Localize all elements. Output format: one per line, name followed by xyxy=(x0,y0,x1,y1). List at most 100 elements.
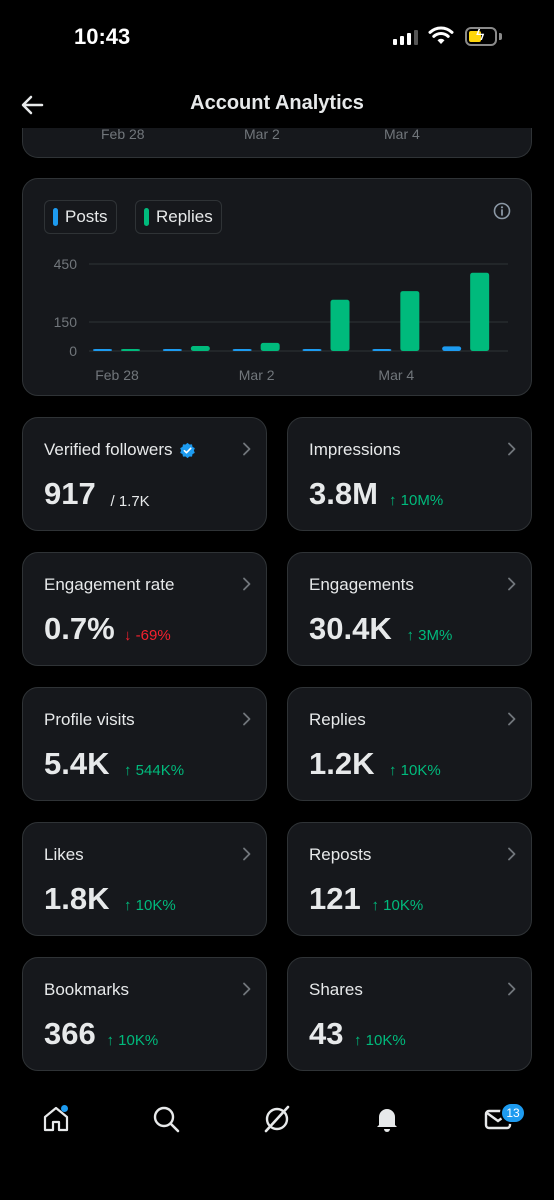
stat-label-text: Profile visits xyxy=(44,710,135,729)
chevron-right-icon xyxy=(508,847,516,861)
stat-card-engagements[interactable]: Engagements 30.4K ↑ 3M% xyxy=(287,552,532,666)
activity-bar-chart: 0 150 450 Feb 28 Mar 2 Mar 4 xyxy=(54,256,508,383)
chevron-right-icon xyxy=(508,982,516,996)
battery-icon: ϟ xyxy=(465,27,497,46)
bar-posts-mar-2[interactable] xyxy=(232,349,252,351)
stat-card-verified-followers[interactable]: Verified followers 917 / 1.7K xyxy=(22,417,267,531)
notifications-icon[interactable] xyxy=(372,1104,402,1134)
y-tick-label: 450 xyxy=(54,256,78,272)
stat-value: 1.8K xyxy=(44,881,110,916)
chevron-right-icon xyxy=(243,712,251,726)
chevron-right-icon xyxy=(508,712,516,726)
stat-label: Engagement rate xyxy=(44,575,174,595)
chevron-right-icon xyxy=(508,442,516,456)
stat-card-profile-visits[interactable]: Profile visits 5.4K ↑ 544K% xyxy=(22,687,267,801)
stat-value: 43 xyxy=(309,1016,344,1051)
status-bar: 10:43 ϟ xyxy=(0,0,554,70)
stat-label: Profile visits xyxy=(44,710,135,730)
stat-label-text: Engagement rate xyxy=(44,575,175,594)
bar-replies-mar-4[interactable] xyxy=(400,291,420,351)
stat-delta: ↑ 10K% xyxy=(371,897,424,914)
bar-replies-mar-2[interactable] xyxy=(260,342,280,351)
chevron-right-icon xyxy=(243,847,251,861)
bar-replies-mar-5[interactable] xyxy=(470,272,490,351)
home-icon[interactable] xyxy=(41,1104,71,1134)
stat-delta: ↑ 10K% xyxy=(354,1032,406,1049)
stat-label-text: Impressions xyxy=(309,440,401,459)
search-icon[interactable] xyxy=(151,1104,181,1134)
info-icon[interactable] xyxy=(493,202,511,220)
back-arrow-icon[interactable] xyxy=(18,90,48,120)
stat-label-text: Likes xyxy=(44,845,84,864)
stat-delta: ↑ 10K% xyxy=(106,1032,159,1049)
stat-delta: ↑ 3M% xyxy=(406,627,453,644)
legend-swatch xyxy=(144,208,149,226)
chevron-right-icon xyxy=(243,577,251,591)
stat-card-replies[interactable]: Replies 1.2K ↑ 10K% xyxy=(287,687,532,801)
stat-delta: ↑ 10M% xyxy=(389,492,444,509)
stat-label: Engagements xyxy=(309,575,414,595)
bar-posts-mar-1[interactable] xyxy=(162,349,182,351)
grok-icon[interactable] xyxy=(262,1104,292,1134)
status-time: 10:43 xyxy=(74,24,131,49)
stat-label-text: Reposts xyxy=(309,845,372,864)
cellular-signal-icon xyxy=(393,30,418,45)
wifi-icon xyxy=(428,26,454,44)
legend-label: Replies xyxy=(156,207,213,226)
stat-suffix: / 1.7K xyxy=(110,493,150,510)
stat-label: Shares xyxy=(309,980,363,1000)
stat-value: 3.8M xyxy=(309,476,378,511)
stat-value: 0.7% xyxy=(44,611,115,646)
bar-posts-mar-3[interactable] xyxy=(302,349,322,351)
legend-replies[interactable]: Replies xyxy=(135,200,222,234)
legend-posts[interactable]: Posts xyxy=(44,200,117,234)
bottom-nav xyxy=(0,1090,554,1160)
stat-label-text: Verified followers xyxy=(44,440,173,459)
chevron-right-icon xyxy=(508,577,516,591)
bar-replies-mar-3[interactable] xyxy=(330,299,350,351)
activity-chart-card: Posts Replies 0 150 450 Feb 28 Mar 2 Mar 4 xyxy=(22,178,532,396)
bar-replies-feb-28[interactable] xyxy=(121,349,140,351)
x-tick-label: Feb 28 xyxy=(95,367,139,383)
chevron-right-icon xyxy=(243,982,251,996)
stat-label: Reposts xyxy=(309,845,371,865)
legend-swatch xyxy=(53,208,58,226)
stat-card-likes[interactable]: Likes 1.8K ↑ 10K% xyxy=(22,822,267,936)
legend-label: Posts xyxy=(65,207,108,226)
stat-label-text: Replies xyxy=(309,710,366,729)
stat-card-reposts[interactable]: Reposts 121 ↑ 10K% xyxy=(287,822,532,936)
stat-value: 366 xyxy=(44,1016,96,1051)
battery-cap xyxy=(499,33,502,40)
stat-label-text: Shares xyxy=(309,980,363,999)
bar-replies-mar-1[interactable] xyxy=(190,345,210,351)
stat-label: Verified followers xyxy=(44,440,196,460)
stat-value: 917 xyxy=(44,476,96,511)
stat-delta: ↑ 544K% xyxy=(124,762,185,779)
stat-delta: ↑ 10K% xyxy=(124,897,176,914)
stat-card-engagement-rate[interactable]: Engagement rate 0.7% ↓ -69% xyxy=(22,552,267,666)
verified-badge-icon xyxy=(179,442,195,458)
y-tick-label: 0 xyxy=(69,343,77,359)
stat-value: 1.2K xyxy=(309,746,375,781)
stat-value: 30.4K xyxy=(309,611,392,646)
bar-posts-feb-28[interactable] xyxy=(93,349,112,351)
stat-card-bookmarks[interactable]: Bookmarks 366 ↑ 10K% xyxy=(22,957,267,1071)
stat-card-shares[interactable]: Shares 43 ↑ 10K% xyxy=(287,957,532,1071)
x-tick-label: Mar 2 xyxy=(239,367,275,383)
stat-delta: ↓ -69% xyxy=(124,627,171,644)
page-title: Account Analytics xyxy=(190,92,364,114)
stat-value: 5.4K xyxy=(44,746,110,781)
stat-label-text: Engagements xyxy=(309,575,414,594)
messages-badge: 13 xyxy=(500,1102,526,1124)
x-tick-label: Mar 2 xyxy=(244,126,280,142)
chevron-right-icon xyxy=(243,442,251,456)
header: Account Analytics xyxy=(0,80,554,130)
y-tick-label: 150 xyxy=(54,314,78,330)
stat-delta: ↑ 10K% xyxy=(389,762,441,779)
bar-posts-mar-5[interactable] xyxy=(442,346,462,351)
bar-posts-mar-4[interactable] xyxy=(372,349,392,351)
stat-card-impressions[interactable]: Impressions 3.8M ↑ 10M% xyxy=(287,417,532,531)
header-background xyxy=(0,70,554,128)
home-unread-dot xyxy=(61,1105,68,1112)
stat-label: Replies xyxy=(309,710,366,730)
